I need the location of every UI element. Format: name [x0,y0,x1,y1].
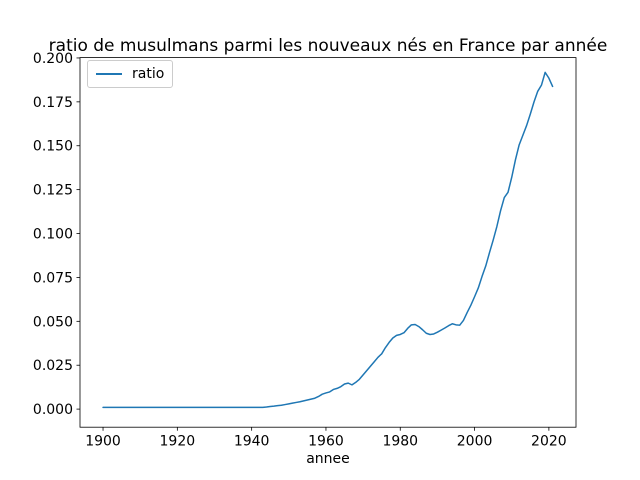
legend-label: ratio [132,66,165,82]
x-axis-tick-label: 1900 [85,434,121,450]
x-axis-tick-label: 2000 [457,434,493,450]
y-axis-tick-label: 0.050 [33,314,73,330]
y-axis-tick-label: 0.100 [33,227,73,243]
y-axis-tick-label: 0.000 [33,402,73,418]
y-axis-tick-label: 0.025 [33,358,73,374]
x-axis-tick-label: 2020 [531,434,567,450]
x-axis-tick-label: 1940 [234,434,270,450]
y-axis-tick-label: 0.075 [33,270,73,286]
legend-line-sample [96,73,122,75]
x-axis-tick-label: 1960 [308,434,344,450]
ratio-line [102,71,554,409]
x-axis-label: annee [306,451,350,467]
y-axis-tick-label: 0.150 [33,139,73,155]
axes-frame [79,57,577,428]
chart-title: ratio de musulmans parmi les nouveaux né… [48,36,608,56]
y-axis-tick-label: 0.175 [33,95,73,111]
x-axis-tick-label: 1920 [160,434,196,450]
y-axis-tick-label: 0.125 [33,183,73,199]
legend: ratio [87,60,173,88]
x-axis-tick-label: 1980 [382,434,418,450]
y-axis-tick-label: 0.200 [33,51,73,67]
